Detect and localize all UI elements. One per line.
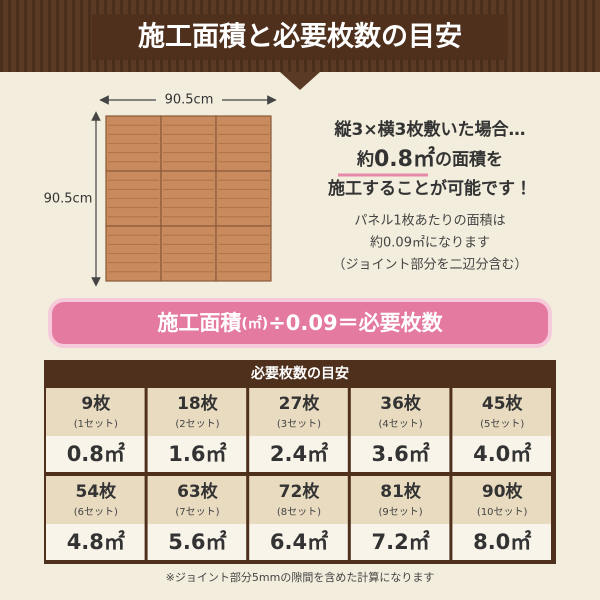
cell-area: 0.8㎡: [67, 442, 125, 466]
cell-top: [249, 476, 348, 524]
cell-area: 4.0㎡: [473, 442, 531, 466]
description-line: 約0.8㎡の面積を: [356, 146, 503, 172]
cell-area: 7.2㎡: [371, 530, 429, 554]
header-title: 施工面積と必要枚数の目安: [138, 22, 462, 53]
cell-top: [249, 388, 348, 436]
header-title-box: [92, 14, 508, 60]
cell-bottom: [147, 436, 247, 472]
cell-sets: (9セット): [379, 506, 423, 518]
emphasis: 0.8㎡: [374, 146, 435, 172]
cell-bottom: [452, 436, 551, 472]
cell-sets: (2セット): [175, 418, 219, 430]
cell-top: [350, 388, 450, 436]
cell-bottom: [249, 524, 348, 560]
cell-bottom: [249, 436, 348, 472]
note-line: 約0.09㎡になります: [370, 236, 490, 251]
cell-bottom: [350, 436, 450, 472]
note-line: （ジョイント部分を二辺分含む）: [332, 258, 527, 273]
cell-sets: (7セット): [175, 506, 219, 518]
cell-top: [147, 388, 247, 436]
panel-diagram: [105, 115, 272, 282]
cell-area: 1.6㎡: [168, 442, 226, 466]
cell-count: 18枚: [177, 393, 219, 414]
header-pointer: [280, 72, 320, 90]
cell-count: 81枚: [380, 481, 422, 502]
cell-count: 63枚: [177, 481, 219, 502]
cell-sets: (3セット): [277, 418, 321, 430]
cell-area: 3.6㎡: [371, 442, 429, 466]
cell-bottom: [147, 524, 247, 560]
cell-area: 2.4㎡: [270, 442, 328, 466]
cell-area: 5.6㎡: [168, 530, 226, 554]
formula: 施工面積(㎡)÷0.09＝必要枚数: [157, 311, 443, 335]
text-part: の面積を: [435, 149, 503, 170]
cell-bottom: [350, 524, 450, 560]
cell-count: 90枚: [482, 481, 524, 502]
width-label: 90.5cm: [165, 93, 214, 108]
cell-count: 36枚: [380, 393, 422, 414]
cell-bottom: [46, 524, 145, 560]
cell-area: 6.4㎡: [270, 530, 328, 554]
cell-sets: (10セット): [477, 506, 528, 518]
cell-count: 27枚: [279, 393, 321, 414]
width-label-bg: [156, 90, 222, 110]
cell-top: [452, 388, 551, 436]
formula-bar: [48, 298, 552, 348]
text-part: (㎡): [241, 315, 268, 332]
cell-count: 9枚: [81, 393, 111, 414]
cell-sets: (8セット): [277, 506, 321, 518]
cell-count: 45枚: [482, 393, 524, 414]
cell-sets: (1セット): [74, 418, 118, 430]
description-line: 縦3×横3枚敷いた場合…: [334, 119, 526, 140]
cell-top: [147, 476, 247, 524]
cell-sets: (4セット): [379, 418, 423, 430]
height-label: 90.5cm: [44, 192, 93, 207]
text-part: 約: [356, 149, 374, 170]
cell-count: 72枚: [279, 481, 321, 502]
table-title: 必要枚数の目安: [250, 365, 349, 382]
text-part: ÷0.09＝必要枚数: [268, 311, 443, 335]
cell-area: 8.0㎡: [473, 530, 531, 554]
cell-count: 54枚: [75, 481, 117, 502]
footnote: ※ジョイント部分5mmの隙間を含めた計算になります: [166, 570, 435, 584]
cell-top: [46, 388, 145, 436]
cell-top: [350, 476, 450, 524]
cell-sets: (5セット): [480, 418, 524, 430]
cell-top: [46, 476, 145, 524]
cell-bottom: [452, 524, 551, 560]
cell-area: 4.8㎡: [67, 530, 125, 554]
text-part: 施工面積: [157, 311, 242, 335]
note-line: パネル1枚あたりの面積は: [354, 214, 505, 229]
cell-top: [452, 476, 551, 524]
cell-sets: (6セット): [74, 506, 118, 518]
cell-bottom: [46, 436, 145, 472]
description-line: 施工することが可能です！: [328, 178, 532, 199]
